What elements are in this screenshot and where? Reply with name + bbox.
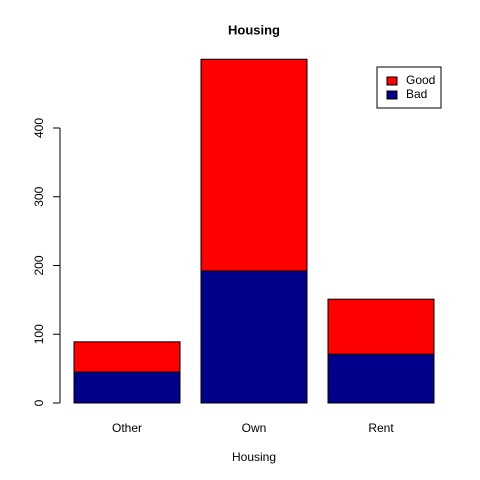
- legend-label: Bad: [406, 87, 427, 101]
- x-tick-label: Rent: [368, 421, 394, 435]
- y-tick-label: 0: [32, 399, 46, 406]
- bar-segment: [200, 58, 308, 272]
- y-tick-label: 200: [32, 255, 46, 275]
- legend-swatch: [386, 90, 398, 100]
- y-tick-label: 300: [32, 186, 46, 206]
- x-axis-label: Housing: [232, 450, 276, 464]
- bar-segment: [327, 353, 435, 404]
- y-tick-label: 400: [32, 118, 46, 138]
- bar-segment: [327, 298, 435, 355]
- chart-title: Housing: [228, 22, 280, 37]
- bar-segment: [73, 371, 181, 404]
- bar-segment: [73, 341, 181, 373]
- x-tick-label: Other: [112, 421, 142, 435]
- x-tick-label: Own: [242, 421, 267, 435]
- y-tick-label: 100: [32, 324, 46, 344]
- legend-swatch: [386, 76, 398, 86]
- legend-box: [376, 66, 442, 109]
- bar-segment: [200, 270, 308, 404]
- legend-label: Good: [406, 73, 435, 87]
